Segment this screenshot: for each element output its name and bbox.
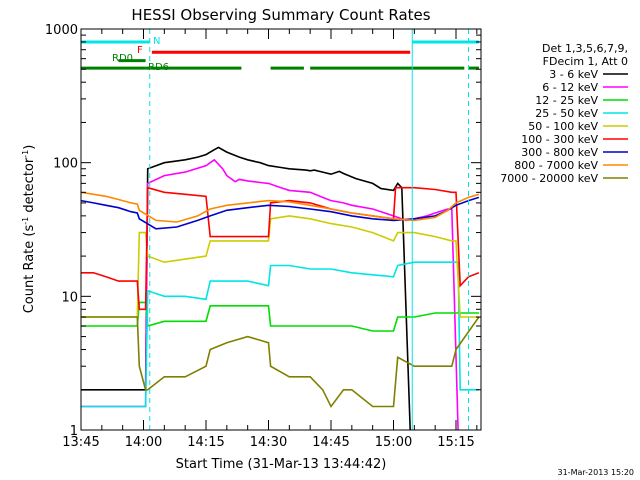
x-tick-label-1: 14:00 xyxy=(125,435,162,450)
series-line-7 xyxy=(80,191,480,223)
series-line-4 xyxy=(81,215,479,318)
vertical-markers-layer xyxy=(149,29,469,430)
annotation-RD6: RD6 xyxy=(148,62,169,73)
series-line-5 xyxy=(81,186,480,311)
x-tick-label-0: 13:45 xyxy=(62,435,99,450)
series-line-6 xyxy=(80,196,480,230)
x-tick-label-6: 15:15 xyxy=(437,435,474,450)
y-axis-label-sup2: -1 xyxy=(21,150,30,158)
annotation-RD0: RD0 xyxy=(112,53,133,64)
legend-label-0: 3 - 6 keV xyxy=(549,68,598,81)
legend-label-7: 800 - 7000 keV xyxy=(514,159,598,172)
annotation-F: F xyxy=(137,45,143,56)
legend-header-line2: FDecim 1, Att 0 xyxy=(543,55,628,68)
y-axis-label-mid: detector xyxy=(22,157,37,217)
chart-title: HESSI Observing Summary Count Rates xyxy=(131,6,430,24)
plot-frame xyxy=(80,28,482,431)
legend-label-6: 300 - 800 keV xyxy=(521,146,598,159)
y-tick-label-0: 1 xyxy=(70,424,78,439)
y-axis-label-main: Count Rate (s xyxy=(22,225,37,314)
y-tick-label-3: 1000 xyxy=(45,23,78,38)
legend-label-2: 12 - 25 keV xyxy=(535,94,598,107)
x-tick-label-3: 14:30 xyxy=(250,435,287,450)
x-tick-label-2: 14:15 xyxy=(187,435,224,450)
footer-timestamp: 31-Mar-2013 15:20 xyxy=(558,468,635,477)
x-tick-label-5: 15:00 xyxy=(375,435,412,450)
legend-label-1: 6 - 12 keV xyxy=(542,81,598,94)
series-line-0 xyxy=(81,146,411,431)
legend-label-3: 25 - 50 keV xyxy=(535,107,598,120)
legend-label-4: 50 - 100 keV xyxy=(528,120,598,133)
series-line-2 xyxy=(81,301,479,332)
series-layer xyxy=(80,146,480,431)
legend-header-line1: Det 1,3,5,6,7,9, xyxy=(542,42,628,55)
y-axis-label-sup1: -1 xyxy=(21,217,30,225)
series-line-8 xyxy=(81,316,480,409)
axis-layer: 13:45 14:00 14:15 14:30 14:45 15:00 15:15 1 10 10… xyxy=(45,23,481,450)
legend-label-5: 100 - 300 keV xyxy=(521,133,598,146)
y-axis-label: Count Rate (s-1 detector-1) xyxy=(21,145,37,314)
annotation-N: N xyxy=(153,36,160,47)
y-tick-label-1: 10 xyxy=(61,290,78,305)
y-tick-label-2: 100 xyxy=(53,157,78,172)
x-axis-label: Start Time (31-Mar-13 13:44:42) xyxy=(176,457,387,472)
legend-label-8: 7000 - 20000 keV xyxy=(500,172,598,185)
y-axis-label-end: ) xyxy=(22,145,37,150)
x-tick-label-4: 14:45 xyxy=(312,435,349,450)
status-bars-layer xyxy=(81,40,479,70)
series-line-3 xyxy=(81,261,479,408)
